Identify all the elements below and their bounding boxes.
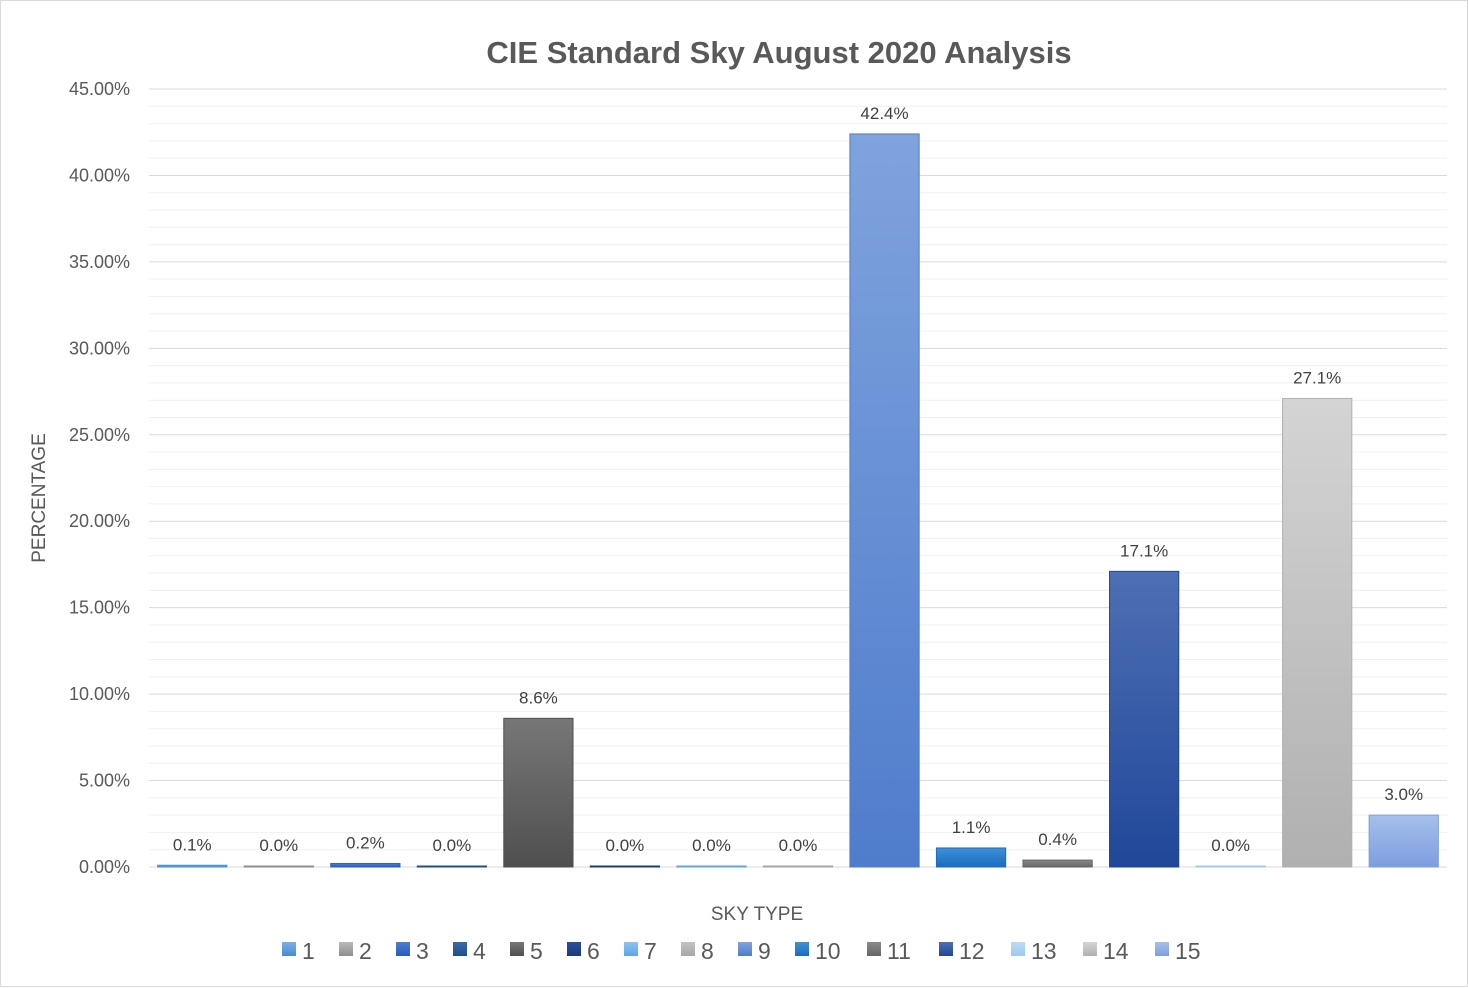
legend-swatch (681, 942, 695, 956)
legend-item: 12 (939, 938, 985, 964)
legend-swatch (282, 942, 296, 956)
data-label: 0.0% (1211, 836, 1250, 855)
legend-swatch (1155, 942, 1169, 956)
data-label: 42.4% (860, 104, 908, 123)
legend-label: 14 (1103, 938, 1129, 964)
y-tick-label: 20.00% (69, 511, 130, 531)
legend-label: 13 (1031, 938, 1057, 964)
bar-sky-type-7 (676, 865, 747, 868)
legend-label: 10 (815, 938, 841, 964)
legend-label: 9 (758, 938, 771, 964)
data-label: 0.0% (259, 836, 298, 855)
legend-label: 15 (1175, 938, 1201, 964)
legend-item: 9 (738, 938, 771, 964)
y-tick-label: 30.00% (69, 338, 130, 358)
legend-item: 14 (1083, 938, 1129, 964)
bar-sky-type-5 (503, 717, 574, 868)
data-label: 27.1% (1293, 368, 1341, 387)
legend-item: 1 (282, 938, 315, 964)
legend: 1 2 3 4 5 6 7 8 9 10 11 12 13 14 15 (282, 938, 1201, 964)
legend-label: 7 (644, 938, 657, 964)
legend-swatch (453, 942, 467, 956)
data-label: 0.0% (432, 836, 471, 855)
legend-label: 6 (587, 938, 600, 964)
data-label: 1.1% (952, 818, 991, 837)
legend-swatch (795, 942, 809, 956)
data-label: 0.0% (606, 836, 645, 855)
data-label: 0.0% (779, 836, 818, 855)
legend-label: 2 (359, 938, 372, 964)
legend-label: 3 (416, 938, 429, 964)
y-tick-label: 5.00% (79, 771, 130, 791)
legend-item: 4 (453, 938, 486, 964)
legend-swatch (339, 942, 353, 956)
legend-item: 8 (681, 938, 714, 964)
minor-gridlines (149, 105, 1447, 851)
data-label: 17.1% (1120, 541, 1168, 560)
data-label: 0.2% (346, 834, 385, 853)
legend-label: 4 (473, 938, 486, 964)
major-gridlines (149, 88, 1447, 868)
bar-sky-type-2 (243, 865, 314, 868)
legend-item: 5 (510, 938, 543, 964)
bars (157, 133, 1439, 868)
bar-sky-type-13 (1195, 865, 1266, 868)
bar-sky-type-6 (589, 865, 661, 868)
legend-swatch (1083, 942, 1097, 956)
legend-item: 10 (795, 938, 841, 964)
legend-swatch (738, 942, 752, 956)
bar-sky-type-4 (416, 865, 487, 868)
y-tick-label: 35.00% (69, 252, 130, 272)
bar-sky-type-14 (1282, 397, 1353, 868)
legend-label: 5 (530, 938, 543, 964)
bar-sky-type-3 (330, 863, 401, 868)
y-tick-label: 10.00% (69, 684, 130, 704)
data-label: 8.6% (519, 688, 558, 707)
x-axis-title: SKY TYPE (711, 904, 803, 925)
legend-item: 2 (339, 938, 372, 964)
legend-item: 13 (1011, 938, 1057, 964)
bar-sky-type-12 (1109, 570, 1180, 868)
legend-item: 6 (567, 938, 600, 964)
legend-swatch (624, 942, 638, 956)
legend-label: 8 (701, 938, 714, 964)
chart-title: CIE Standard Sky August 2020 Analysis (486, 35, 1071, 70)
bar-sky-type-11 (1022, 859, 1093, 868)
legend-item: 15 (1155, 938, 1201, 964)
bar-sky-type-1 (157, 864, 228, 868)
legend-swatch (867, 942, 881, 956)
data-label: 0.0% (692, 836, 731, 855)
bar-sky-type-15 (1368, 814, 1439, 868)
y-tick-label: 40.00% (69, 165, 130, 185)
data-label: 0.4% (1038, 830, 1077, 849)
legend-item: 11 (867, 938, 911, 964)
y-axis-title: PERCENTAGE (29, 433, 50, 563)
y-tick-label: 0.00% (79, 857, 130, 877)
bar-sky-type-10 (935, 847, 1007, 868)
y-axis-tick-labels: 0.00% 5.00% 10.00% 15.00% 20.00% 25.00% 30.00%… (69, 79, 130, 877)
legend-label: 12 (959, 938, 985, 964)
legend-item: 3 (396, 938, 429, 964)
legend-label: 11 (887, 938, 911, 964)
data-label: 0.1% (173, 835, 212, 854)
y-tick-label: 45.00% (69, 79, 130, 99)
y-tick-label: 25.00% (69, 425, 130, 445)
legend-swatch (510, 942, 524, 956)
legend-swatch (396, 942, 410, 956)
y-tick-label: 15.00% (69, 598, 130, 618)
bar-sky-type-9 (849, 133, 920, 868)
bar-sky-type-8 (762, 865, 834, 868)
data-label: 3.0% (1384, 785, 1423, 804)
legend-swatch (567, 942, 581, 956)
legend-swatch (939, 942, 953, 956)
legend-item: 7 (624, 938, 657, 964)
legend-swatch (1011, 942, 1025, 956)
data-labels: 0.1% 0.0% 0.2% 0.0% 8.6% 0.0% 0.0% 0.0% 42.4% 1.1… (173, 104, 1423, 855)
legend-label: 1 (302, 938, 315, 964)
